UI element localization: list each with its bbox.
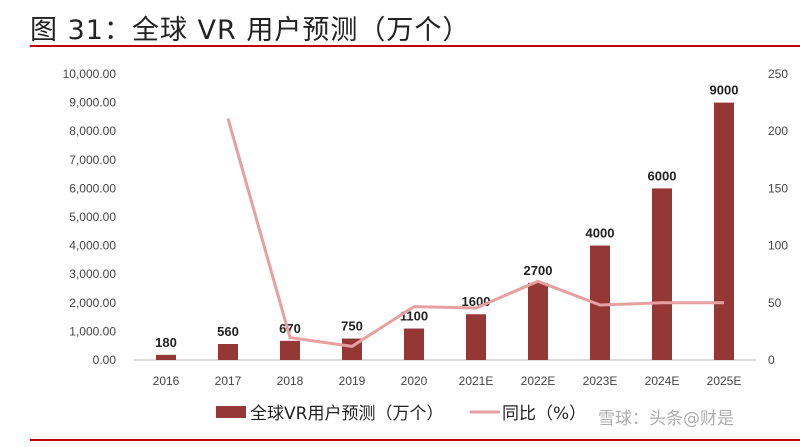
bar-2017 (218, 343, 238, 360)
x-tick-2016: 2016 (153, 374, 180, 388)
x-tick-2023E: 2023E (583, 374, 618, 388)
bar-2023E (590, 245, 610, 360)
x-tick-2022E: 2022E (521, 374, 556, 388)
bar-2020 (404, 328, 424, 360)
left-axis-tick: 5,000.00 (69, 210, 116, 224)
right-axis-tick: 50 (768, 296, 782, 310)
chart-title: 图 31：全球 VR 用户预测（万个） (30, 15, 471, 46)
x-tick-2025E: 2025E (707, 374, 742, 388)
right-axis-tick: 200 (768, 124, 788, 138)
left-axis-tick: 3,000.00 (69, 267, 116, 281)
left-axis-tick: 8,000.00 (69, 124, 116, 138)
left-axis-tick: 1,000.00 (69, 324, 116, 338)
data-label-2017: 560 (217, 324, 239, 339)
legend-swatch-bar (216, 406, 246, 418)
x-tick-2024E: 2024E (645, 374, 680, 388)
left-axis-tick: 4,000.00 (69, 239, 116, 253)
x-tick-2017: 2017 (215, 374, 242, 388)
left-axis-tick: 9,000.00 (69, 96, 116, 110)
title-rule (30, 45, 800, 47)
data-label-2023E: 4000 (586, 226, 615, 241)
bar-2025E (714, 102, 734, 360)
right-axis-tick: 250 (768, 67, 788, 81)
right-axis-tick: 100 (768, 239, 788, 253)
left-axis-tick: 2,000.00 (69, 296, 116, 310)
legend-label-line: 同比（%） (502, 404, 586, 424)
data-label-2020: 1100 (400, 309, 428, 324)
bar-2016 (156, 354, 176, 360)
right-axis-tick: 0 (768, 353, 775, 367)
data-label-2016: 180 (155, 335, 177, 350)
bar-2024E (652, 188, 672, 360)
left-axis-tick: 10,000.00 (63, 67, 117, 81)
left-axis-tick: 6,000.00 (69, 181, 116, 195)
left-axis-tick: 0.00 (93, 353, 117, 367)
data-label-2019: 750 (341, 319, 363, 334)
watermark: 雪球：头条@财是 (598, 409, 734, 429)
legend-label-bar: 全球VR用户预测（万个） (250, 404, 443, 424)
data-label-2024E: 6000 (648, 168, 677, 183)
bar-2022E (528, 282, 548, 360)
x-tick-2019: 2019 (339, 374, 366, 388)
bottom-rule (30, 439, 800, 441)
bar-2021E (466, 314, 486, 360)
x-tick-2020: 2020 (401, 374, 428, 388)
x-tick-2018: 2018 (277, 374, 304, 388)
x-tick-2021E: 2021E (459, 374, 494, 388)
data-label-2018: 670 (279, 321, 301, 336)
right-axis-tick: 150 (768, 181, 788, 195)
data-label-2022E: 2700 (524, 263, 553, 278)
bar-2018 (280, 340, 300, 360)
left-axis-tick: 7,000.00 (69, 153, 116, 167)
yoy-line (226, 118, 724, 348)
data-label-2025E: 9000 (710, 83, 739, 98)
